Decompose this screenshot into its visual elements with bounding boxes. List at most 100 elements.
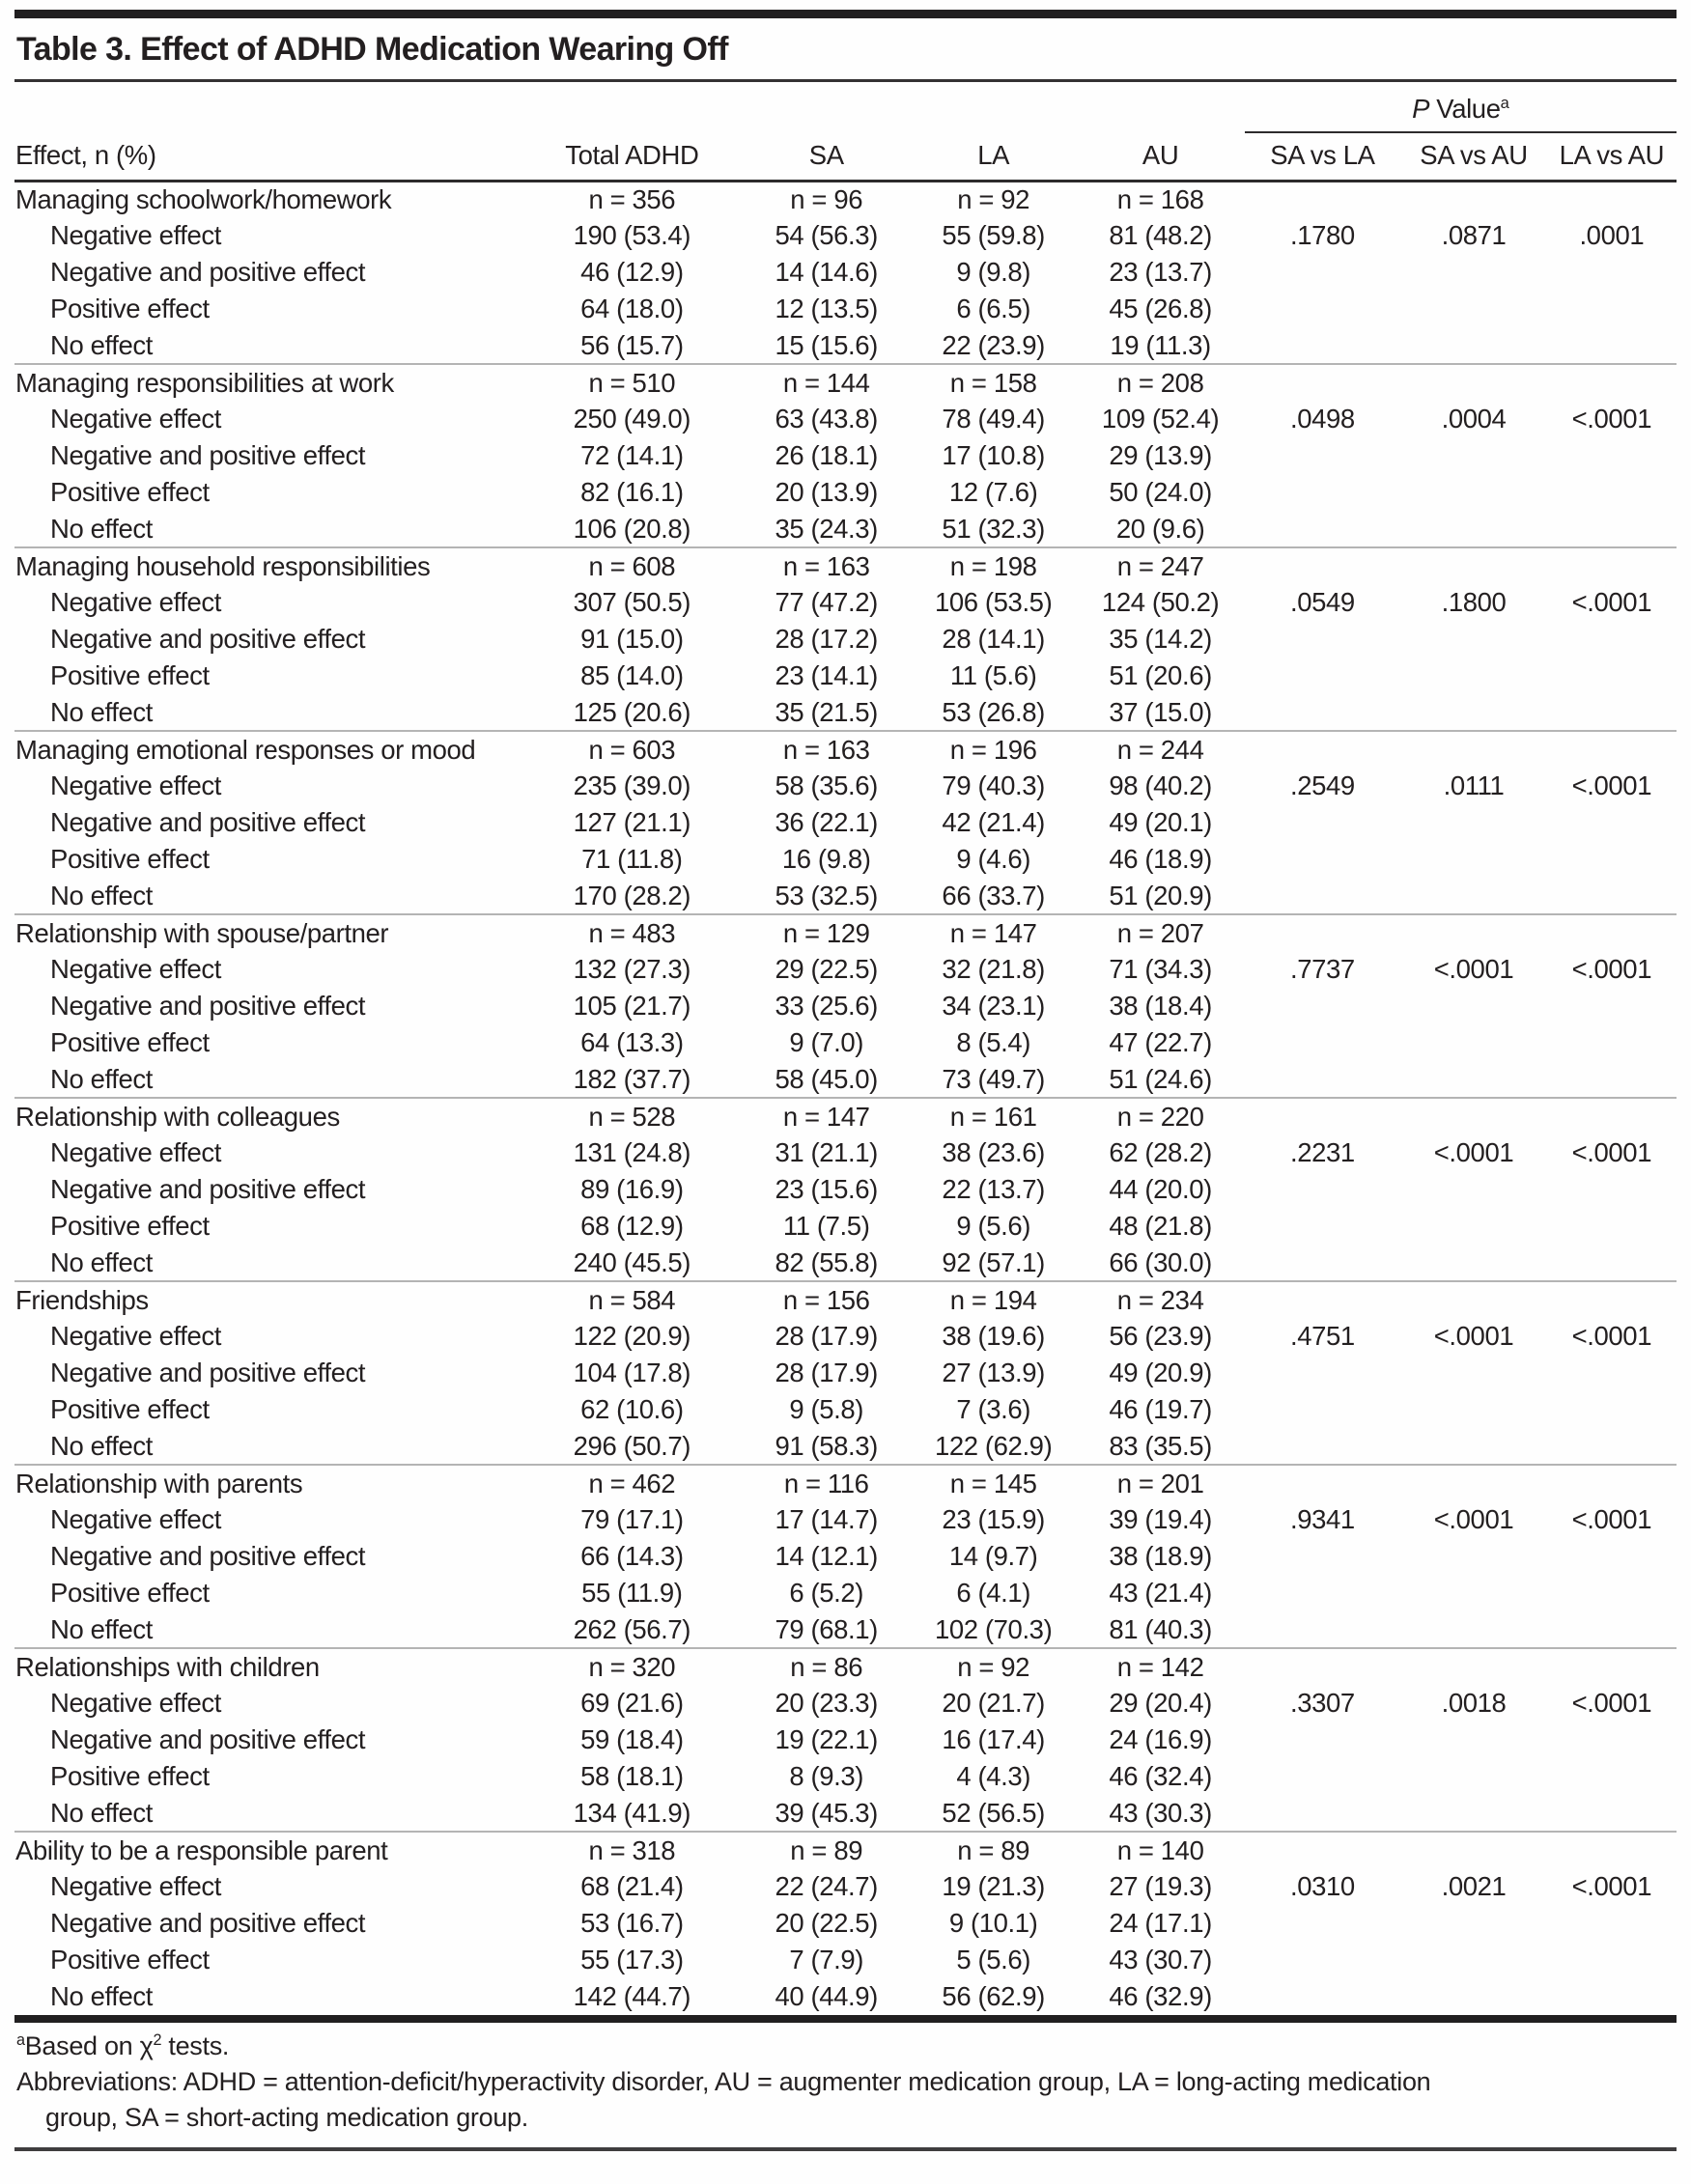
empty-cell bbox=[1245, 1245, 1401, 1281]
effect-label: No effect bbox=[50, 880, 153, 910]
group-n-value: n = 234 bbox=[1076, 1280, 1245, 1318]
effect-value: 79 (40.3) bbox=[942, 770, 1045, 800]
empty-cell bbox=[1245, 511, 1401, 547]
effect-value: 39 (45.3) bbox=[775, 1797, 878, 1828]
empty-cell bbox=[1400, 1245, 1546, 1281]
effect-value: 36 (22.1) bbox=[775, 807, 878, 837]
effect-value: 9 (9.8) bbox=[956, 257, 1030, 287]
abbreviations-line-1: Abbreviations: ADHD = attention-deficit/… bbox=[16, 2067, 1431, 2096]
group-n-value: n = 140 bbox=[1076, 1831, 1245, 1868]
data-table: P Valuea Effect, n (%) Total ADHD SA LA … bbox=[14, 82, 1677, 2015]
group-label: Relationship with colleagues bbox=[14, 1097, 521, 1134]
effect-label: Positive effect bbox=[50, 1211, 210, 1241]
effect-value: 11 (5.6) bbox=[949, 660, 1037, 690]
empty-cell bbox=[1400, 1942, 1546, 1978]
empty-cell bbox=[1547, 658, 1677, 694]
effect-label: Negative effect bbox=[50, 954, 221, 984]
effect-value: 190 (53.4) bbox=[573, 220, 691, 250]
bottom-rule bbox=[14, 2015, 1677, 2023]
empty-cell bbox=[1400, 1355, 1546, 1391]
effect-value: 50 (24.0) bbox=[1109, 477, 1212, 507]
effect-value: 78 (49.4) bbox=[942, 404, 1045, 434]
effect-value: 44 (20.0) bbox=[1109, 1174, 1212, 1204]
effect-value: 66 (30.0) bbox=[1109, 1246, 1212, 1277]
footnote-a-marker: a bbox=[16, 2031, 25, 2049]
group-n-value: n = 156 bbox=[742, 1280, 911, 1318]
table-header: P Valuea Effect, n (%) Total ADHD SA LA … bbox=[14, 82, 1677, 182]
effect-value: 134 (41.9) bbox=[573, 1797, 691, 1828]
group-n-value: n = 168 bbox=[1116, 183, 1204, 214]
p-value: .0310 bbox=[1289, 1871, 1355, 1901]
empty-cell bbox=[1546, 1464, 1677, 1501]
empty-cell bbox=[1245, 1722, 1401, 1758]
effect-value: 22 (24.7) bbox=[775, 1871, 878, 1901]
group-n-value: n = 208 bbox=[1076, 363, 1245, 401]
empty-cell bbox=[1400, 291, 1546, 327]
effect-value: 53 (26.8) bbox=[942, 696, 1045, 727]
pvalue-footnote-marker: a bbox=[1500, 94, 1509, 112]
effect-value: 20 (9.6) bbox=[1115, 513, 1205, 544]
effect-label: No effect bbox=[50, 1981, 153, 2011]
empty-cell bbox=[1547, 621, 1677, 658]
p-value: <.0001 bbox=[1571, 1321, 1652, 1351]
effect-value: 52 (56.5) bbox=[942, 1797, 1045, 1828]
effect-value: 89 (16.9) bbox=[580, 1174, 684, 1204]
effect-value: 85 (14.0) bbox=[580, 660, 684, 690]
effect-value: 46 (12.9) bbox=[580, 257, 684, 287]
empty-cell bbox=[1245, 1758, 1401, 1795]
empty-cell bbox=[1400, 1538, 1546, 1575]
empty-cell bbox=[1547, 327, 1677, 364]
empty-cell bbox=[1546, 546, 1677, 584]
end-rule bbox=[14, 2147, 1677, 2151]
empty-cell bbox=[1245, 1061, 1401, 1098]
empty-cell bbox=[1547, 1061, 1677, 1098]
effect-row: Negative and positive effect 53 (16.7) 20 … bbox=[14, 1905, 1677, 1942]
effect-value: 46 (19.7) bbox=[1109, 1394, 1212, 1424]
empty-cell bbox=[1245, 327, 1401, 364]
effect-value: 170 (28.2) bbox=[573, 880, 691, 910]
effect-label: Negative effect bbox=[50, 587, 221, 617]
empty-cell bbox=[1244, 1831, 1401, 1868]
effect-value: 28 (17.9) bbox=[775, 1358, 878, 1387]
empty-cell bbox=[1245, 1978, 1401, 2015]
empty-cell bbox=[1546, 730, 1677, 768]
group-header-row: Managing responsibilities at work n = 510… bbox=[14, 363, 1677, 401]
empty-cell bbox=[1400, 878, 1546, 914]
empty-cell bbox=[1547, 511, 1677, 547]
effect-value: 51 (32.3) bbox=[942, 513, 1045, 544]
effect-value: 19 (21.3) bbox=[942, 1871, 1045, 1901]
empty-cell bbox=[1547, 1391, 1677, 1428]
empty-cell bbox=[1245, 1391, 1401, 1428]
effect-row: Negative and positive effect 127 (21.1) 36… bbox=[14, 804, 1677, 841]
effect-label: No effect bbox=[50, 1797, 153, 1828]
effect-value: 79 (68.1) bbox=[775, 1613, 878, 1644]
effect-value: 32 (21.8) bbox=[942, 954, 1045, 984]
group-n-value: n = 142 bbox=[1076, 1647, 1245, 1685]
effect-value: 23 (15.6) bbox=[775, 1174, 878, 1204]
group-header-row: Managing emotional responses or mood n = … bbox=[14, 730, 1677, 768]
empty-cell bbox=[1547, 988, 1677, 1024]
effect-label: Negative effect bbox=[50, 1504, 221, 1534]
title-rule bbox=[14, 79, 1677, 82]
effect-row: Positive effect 64 (13.3) 9 (7.0) 8 (5.4) 47… bbox=[14, 1024, 1677, 1061]
effect-label: Positive effect bbox=[50, 1027, 210, 1057]
empty-cell bbox=[1245, 1905, 1401, 1942]
effect-row: No effect 134 (41.9) 39 (45.3) 52 (56.5) 43 … bbox=[14, 1795, 1677, 1832]
empty-cell bbox=[1547, 694, 1677, 731]
empty-cell bbox=[1245, 621, 1401, 658]
empty-cell bbox=[1400, 181, 1546, 217]
empty-cell bbox=[1245, 1575, 1401, 1611]
p-value: <.0001 bbox=[1571, 587, 1652, 617]
p-value: .0549 bbox=[1289, 587, 1355, 617]
empty-cell bbox=[1547, 1795, 1677, 1832]
effect-row: No effect 125 (20.6) 35 (21.5) 53 (26.8) 37 … bbox=[14, 694, 1677, 731]
effect-label: Negative effect bbox=[50, 770, 221, 800]
effect-value: 38 (18.4) bbox=[1109, 991, 1212, 1021]
empty-cell bbox=[1400, 1647, 1547, 1685]
effect-value: 46 (18.9) bbox=[1109, 844, 1212, 874]
group-n-value: n = 603 bbox=[521, 730, 743, 768]
effect-value: 7 (7.9) bbox=[789, 1945, 864, 1974]
effect-row: Negative effect 132 (27.3) 29 (22.5) 32 (21… bbox=[14, 951, 1677, 988]
effect-label: Negative effect bbox=[50, 220, 221, 250]
effect-value: 9 (5.6) bbox=[956, 1211, 1030, 1241]
